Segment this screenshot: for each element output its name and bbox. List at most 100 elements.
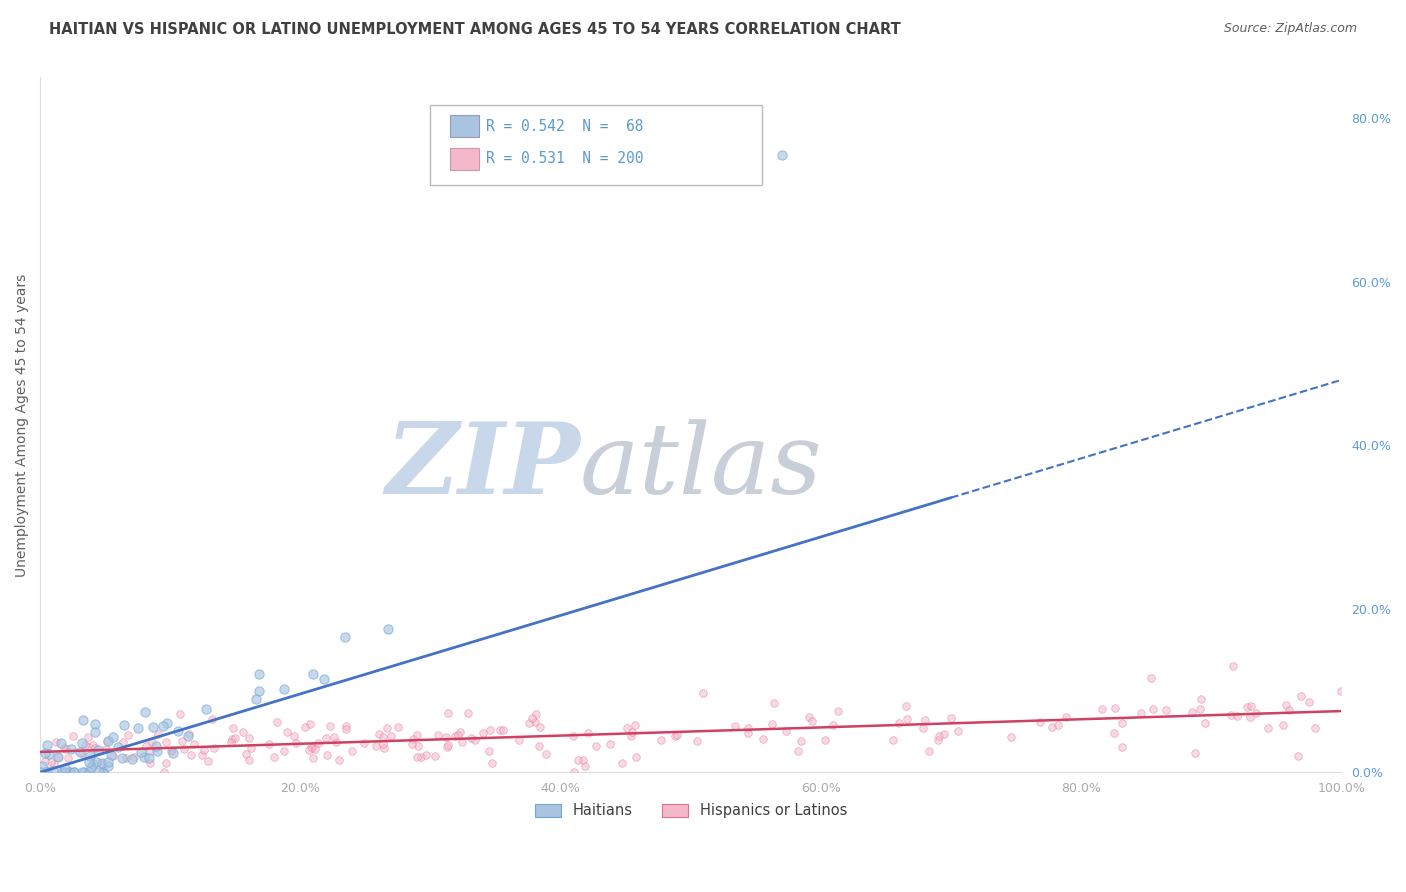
Point (1111, 739, 1133, 754)
Point (762, 696, 785, 710)
Point (650, 733, 672, 747)
Point (70, 765, 93, 780)
Point (451, 735, 474, 749)
Point (129, 745, 152, 759)
Point (63, 765, 86, 780)
Point (799, 710, 821, 724)
Point (814, 733, 837, 747)
Point (408, 739, 430, 754)
Point (1291, 689, 1313, 703)
Point (142, 720, 165, 734)
Point (145, 739, 167, 753)
Point (377, 622, 399, 636)
Text: ZIP: ZIP (385, 418, 581, 515)
Point (529, 739, 551, 754)
Point (1271, 718, 1294, 732)
Point (624, 718, 647, 732)
Point (911, 721, 934, 735)
Point (162, 746, 184, 760)
Point (238, 753, 260, 767)
Point (620, 725, 643, 739)
Point (1142, 702, 1164, 716)
Point (100, 748, 122, 763)
Point (112, 718, 135, 732)
Point (141, 735, 163, 749)
Point (620, 729, 643, 743)
Point (152, 719, 174, 733)
Point (53, 740, 76, 755)
Point (34, 746, 56, 760)
Point (371, 737, 394, 751)
Point (918, 744, 941, 758)
Point (79, 748, 101, 763)
Point (93, 765, 115, 780)
Point (664, 729, 686, 743)
Point (160, 744, 183, 758)
Point (170, 734, 193, 748)
Point (122, 750, 145, 764)
Point (73, 765, 96, 780)
Point (35, 765, 58, 780)
Point (562, 764, 585, 779)
Point (304, 742, 326, 756)
Point (761, 717, 783, 731)
Point (409, 750, 432, 764)
Point (55, 742, 77, 756)
Point (1054, 709, 1077, 723)
Point (790, 733, 813, 747)
Point (479, 723, 502, 737)
Point (325, 734, 347, 748)
Point (42, 764, 65, 778)
Point (529, 720, 551, 734)
Point (335, 719, 357, 733)
Point (775, 723, 797, 738)
Point (1040, 720, 1063, 734)
Point (882, 732, 904, 747)
Point (520, 711, 543, 725)
Point (221, 732, 243, 747)
Point (599, 737, 621, 751)
Point (524, 714, 547, 729)
Point (75, 738, 97, 752)
Point (896, 698, 918, 713)
Point (801, 714, 824, 729)
Point (90, 756, 112, 771)
Point (62, 729, 84, 743)
Point (284, 736, 307, 750)
Point (737, 721, 759, 735)
Point (86, 743, 108, 757)
Point (173, 741, 195, 756)
Point (239, 741, 262, 756)
Point (114, 750, 136, 764)
Point (301, 741, 323, 756)
Text: atlas: atlas (581, 419, 823, 515)
Point (77, 756, 100, 770)
Point (375, 721, 398, 735)
Point (574, 759, 596, 773)
Point (60, 742, 83, 756)
Point (107, 739, 129, 754)
Point (84, 741, 107, 756)
Point (263, 750, 285, 764)
Point (45, 735, 67, 749)
Point (38, 747, 60, 761)
Point (1286, 748, 1309, 763)
Point (177, 729, 200, 743)
Point (401, 738, 423, 752)
Point (35, 764, 58, 779)
Point (70, 746, 93, 760)
Point (276, 725, 298, 739)
Point (80, 760, 103, 774)
Point (72, 713, 94, 727)
Point (97, 759, 120, 773)
Point (561, 729, 583, 743)
Point (46, 749, 69, 764)
Point (887, 715, 910, 730)
Y-axis label: Unemployment Among Ages 45 to 54 years: Unemployment Among Ages 45 to 54 years (15, 273, 30, 576)
Point (1239, 710, 1261, 724)
Point (222, 722, 245, 736)
Text: HAITIAN VS HISPANIC OR LATINO UNEMPLOYMENT AMONG AGES 45 TO 54 YEARS CORRELATION: HAITIAN VS HISPANIC OR LATINO UNEMPLOYME… (49, 22, 901, 37)
Point (1275, 698, 1298, 712)
Point (508, 732, 530, 747)
Point (307, 736, 329, 750)
